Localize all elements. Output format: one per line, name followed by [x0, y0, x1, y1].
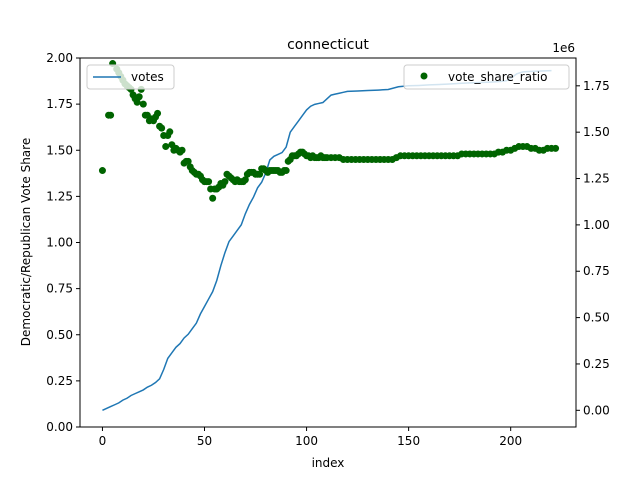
y-axis-right-offset: 1e6 — [552, 41, 575, 55]
vote-share-ratio-point — [209, 194, 217, 202]
x-tick-label: 0 — [99, 434, 107, 448]
legend-votes-box — [86, 64, 175, 90]
y-axis-right: 0.00 0.25 0.50 0.75 1.00 1.25 1.50 1.75 — [576, 79, 610, 417]
legend-vote-share-ratio-box — [403, 64, 570, 90]
vote-share-ratio-point — [552, 144, 560, 152]
vote-share-ratio-point — [166, 128, 174, 136]
chart-title: connecticut — [287, 37, 369, 53]
vote-share-ratio-point — [282, 167, 290, 175]
vote-share-ratio-point — [184, 157, 192, 165]
vote-share-ratio-point — [107, 111, 115, 119]
y-right-tick-label: 0.25 — [583, 357, 610, 371]
x-axis-label: index — [312, 456, 345, 470]
vote-share-ratio-point — [178, 146, 186, 154]
y-right-tick-label: 1.75 — [583, 79, 610, 93]
legend-vote-share-ratio-marker — [420, 72, 428, 80]
y-right-tick-label: 1.50 — [583, 125, 610, 139]
vote-share-ratio-point — [256, 170, 264, 178]
vote-share-ratio-point — [205, 178, 213, 186]
legend-vote-share-ratio-label: vote_share_ratio — [448, 70, 547, 84]
y-right-tick-label: 0.50 — [583, 311, 610, 325]
x-tick-label: 100 — [295, 434, 318, 448]
x-tick-label: 200 — [499, 434, 522, 448]
y-right-tick-label: 0.75 — [583, 264, 610, 278]
vote-share-ratio-point — [154, 109, 162, 117]
vote-share-ratio-point — [133, 98, 141, 106]
y-left-tick-label: 1.25 — [46, 189, 73, 203]
y-left-tick-label: 1.75 — [46, 97, 73, 111]
y-left-tick-label: 1.00 — [46, 236, 73, 250]
vote-share-ratio-point — [241, 176, 249, 184]
y-left-tick-label: 2.00 — [46, 51, 73, 65]
y-left-tick-label: 1.50 — [46, 143, 73, 157]
y-left-tick-label: 0.00 — [46, 420, 73, 434]
y-right-tick-label: 0.00 — [583, 403, 610, 417]
x-axis: 0 50 100 150 200 — [99, 427, 522, 448]
legend-votes: votes — [86, 64, 175, 90]
y-right-tick-label: 1.25 — [583, 172, 610, 186]
y-right-tick-label: 1.00 — [583, 218, 610, 232]
x-tick-label: 150 — [397, 434, 420, 448]
y-axis-left-label: Democratic/Republican Vote Share — [19, 138, 33, 346]
vote-share-ratio-point — [221, 178, 229, 186]
legend-vote-share-ratio: vote_share_ratio — [403, 64, 570, 90]
legend-votes-label: votes — [131, 70, 164, 84]
vote-share-ratio-point — [162, 143, 170, 151]
vote-share-ratio-point — [135, 93, 143, 101]
x-tick-label: 50 — [197, 434, 212, 448]
y-axis-left: 0.00 0.25 0.50 0.75 1.00 1.25 1.50 1.75 2.00 — [46, 51, 80, 434]
vote-share-ratio-point — [158, 124, 166, 132]
vote-share-ratio-point — [139, 100, 147, 108]
vote-share-ratio-point — [98, 167, 106, 175]
y-left-tick-label: 0.25 — [46, 374, 73, 388]
y-left-tick-label: 0.75 — [46, 282, 73, 296]
y-left-tick-label: 0.50 — [46, 328, 73, 342]
